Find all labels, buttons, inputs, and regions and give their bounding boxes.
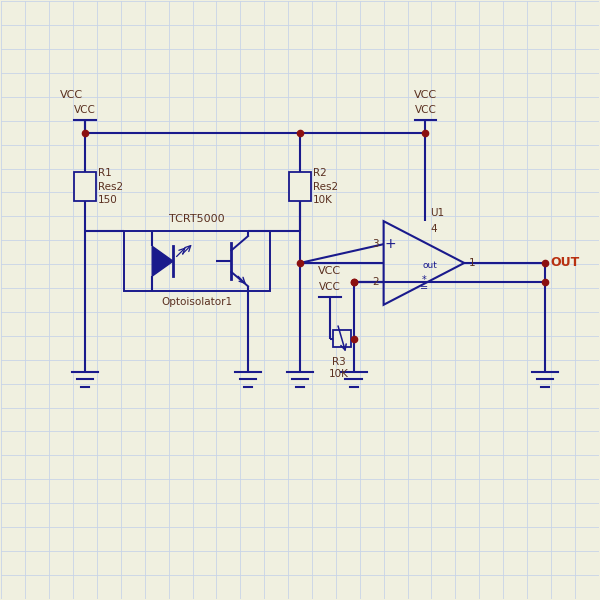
Text: Optoisolator1: Optoisolator1 — [161, 297, 233, 307]
Text: 2: 2 — [372, 277, 379, 287]
Text: +: + — [385, 237, 397, 251]
Text: R3: R3 — [332, 357, 346, 367]
Text: 3: 3 — [372, 239, 379, 249]
Text: out: out — [422, 262, 437, 271]
Bar — [74, 172, 96, 201]
Text: VCC: VCC — [318, 266, 341, 276]
Text: VCC: VCC — [319, 282, 341, 292]
Text: R1: R1 — [98, 169, 112, 178]
Text: 10K: 10K — [329, 368, 349, 379]
Text: −: − — [385, 275, 397, 289]
Text: U1: U1 — [430, 208, 445, 218]
Text: 150: 150 — [98, 194, 118, 205]
Text: Res2: Res2 — [313, 182, 338, 191]
Bar — [124, 232, 270, 291]
Text: R2: R2 — [313, 169, 327, 178]
Text: OUT: OUT — [551, 256, 580, 269]
Text: TCRT5000: TCRT5000 — [169, 214, 225, 224]
Text: VCC: VCC — [74, 105, 96, 115]
Bar — [333, 331, 351, 347]
Text: 1: 1 — [469, 258, 476, 268]
Text: 10K: 10K — [313, 194, 333, 205]
Text: VCC: VCC — [414, 90, 437, 100]
Text: VCC: VCC — [415, 105, 436, 115]
Text: =: = — [420, 283, 428, 293]
Text: Res2: Res2 — [98, 182, 123, 191]
Bar — [289, 172, 311, 201]
Text: VCC: VCC — [60, 90, 83, 100]
Text: *: * — [422, 275, 426, 284]
Polygon shape — [152, 246, 173, 276]
Text: 4: 4 — [430, 224, 437, 234]
